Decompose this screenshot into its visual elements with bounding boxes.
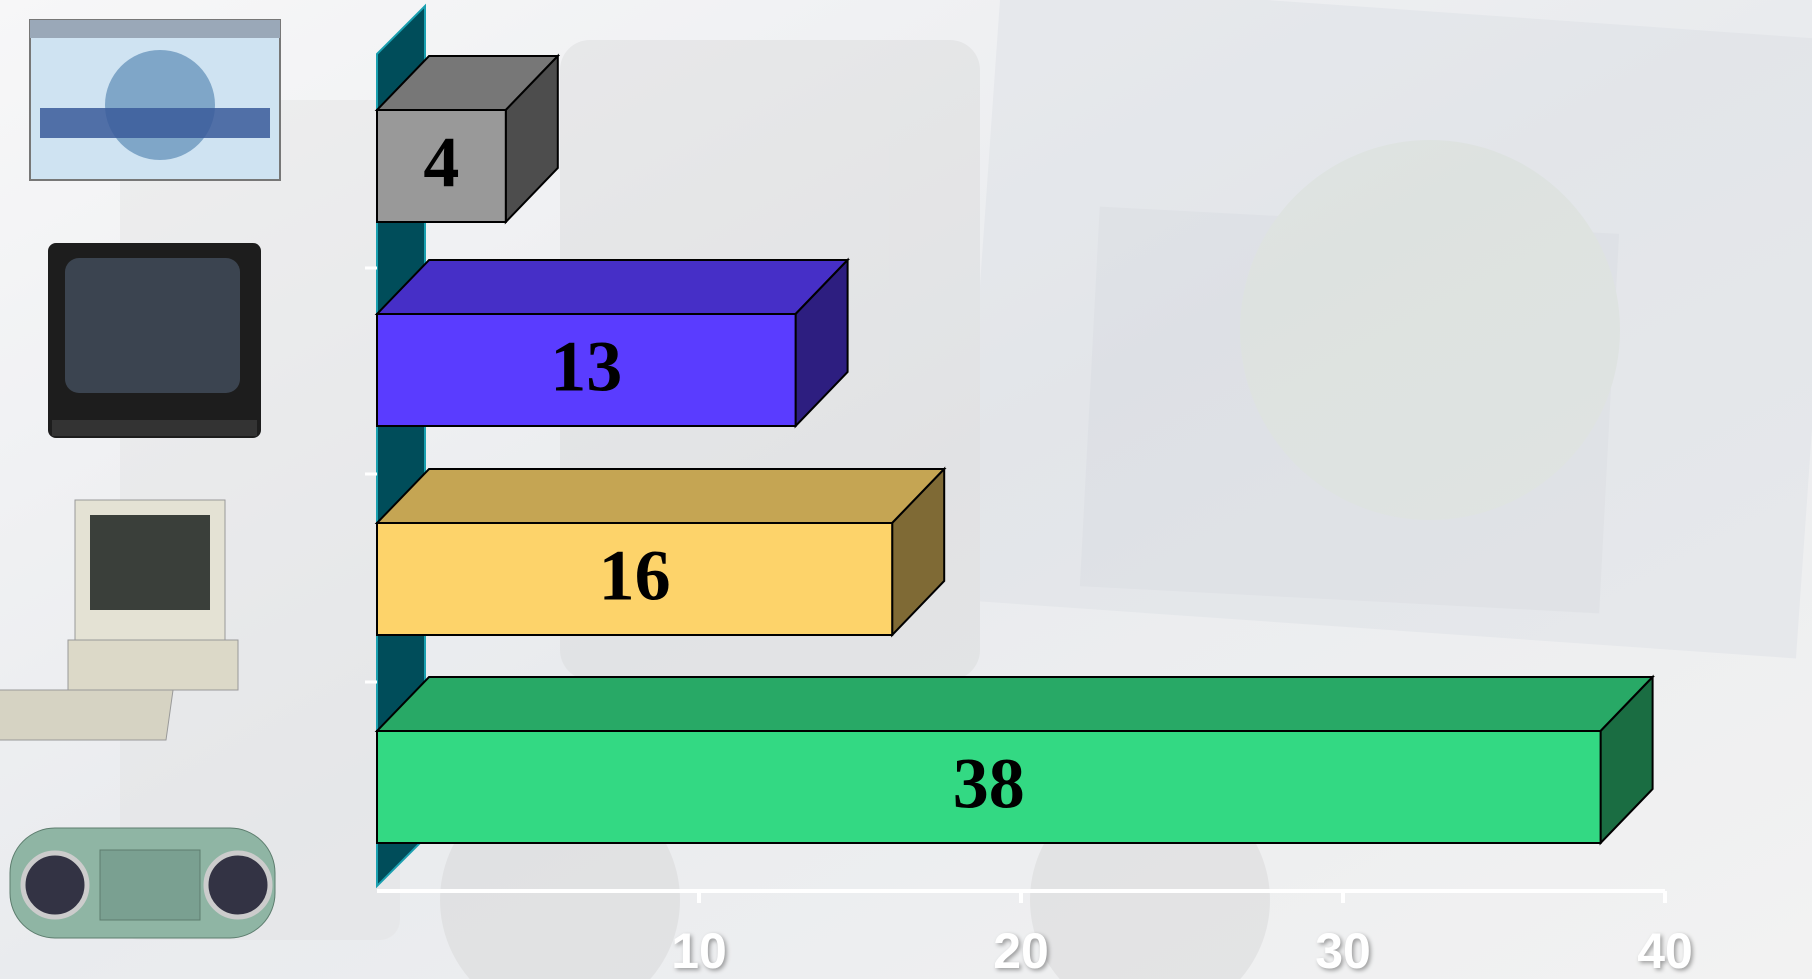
data-label: 13 xyxy=(550,327,622,407)
plot: 10 20 30 40 4 13 16 38 xyxy=(374,53,1693,979)
bar xyxy=(374,674,1655,846)
bar xyxy=(374,466,947,638)
bar-front xyxy=(376,313,797,427)
bar-front xyxy=(376,522,894,636)
bar-top xyxy=(374,468,947,524)
x-tick-label: 10 xyxy=(671,923,727,979)
category-separators xyxy=(365,266,377,684)
internet-icon xyxy=(29,19,281,181)
bar-top xyxy=(374,259,850,315)
bar-front xyxy=(376,109,507,223)
x-tick-label: 40 xyxy=(1637,923,1693,979)
bar-front xyxy=(376,730,1602,844)
bar xyxy=(374,53,561,225)
x-tick-label: 20 xyxy=(993,923,1049,979)
bar xyxy=(374,257,850,429)
computer-icon xyxy=(0,499,239,741)
data-label: 38 xyxy=(953,744,1025,824)
data-label: 16 xyxy=(599,536,671,616)
radio-icon xyxy=(9,827,276,939)
x-tick-label: 30 xyxy=(1315,923,1371,979)
tv-icon xyxy=(48,243,261,438)
bar-top xyxy=(374,676,1655,732)
data-label: 4 xyxy=(423,123,459,203)
